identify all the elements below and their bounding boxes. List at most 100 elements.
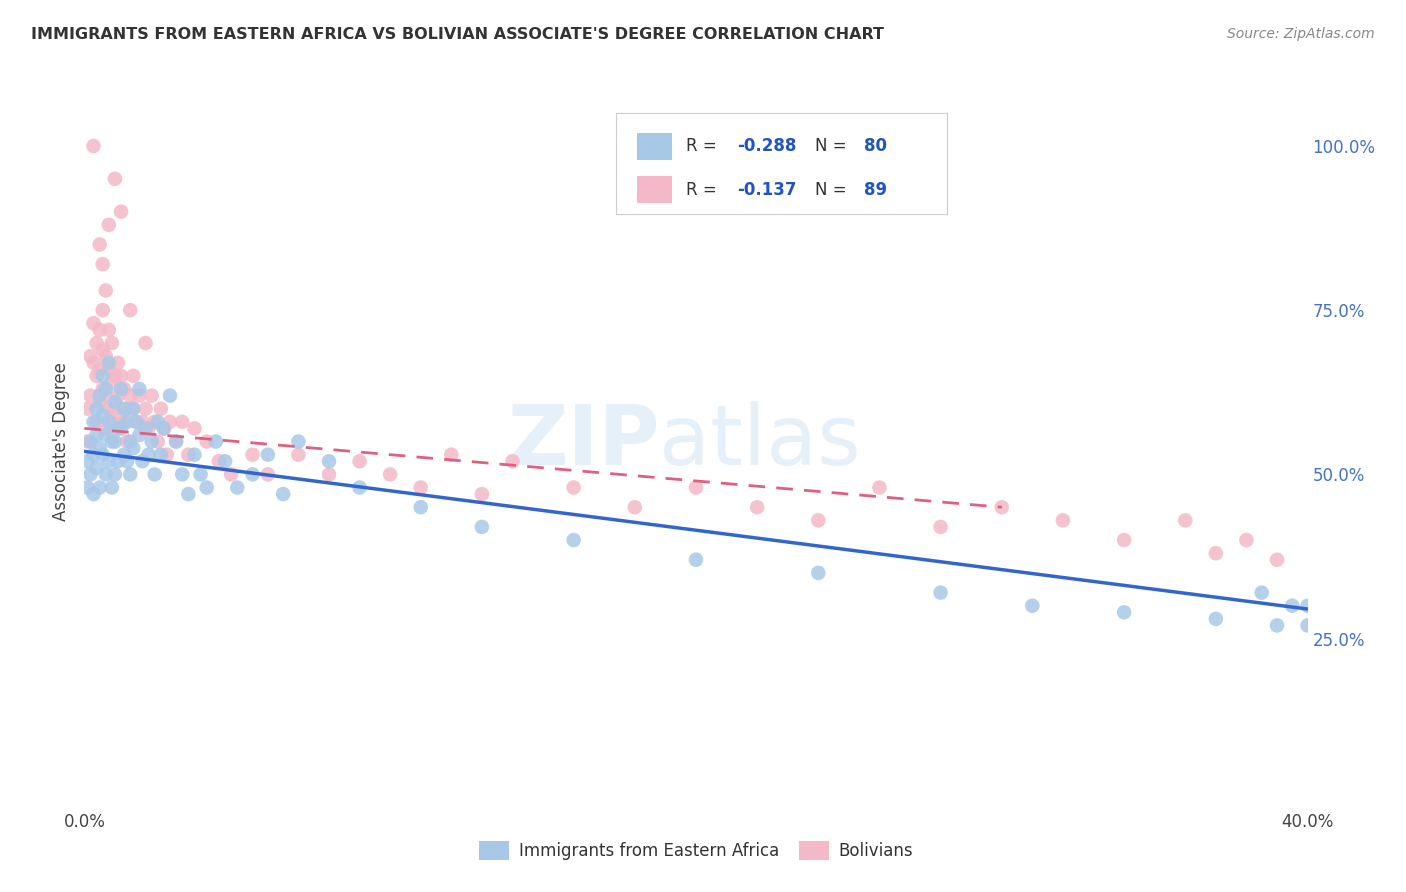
Point [91, 303, 114, 318]
Point [1250, 585, 1272, 599]
Point [112, 448, 135, 462]
Point [120, 434, 142, 449]
Point [128, 382, 150, 396]
Point [83, 356, 105, 370]
Point [146, 434, 169, 449]
Y-axis label: Associate's Degree: Associate's Degree [52, 362, 70, 521]
Point [112, 401, 135, 416]
Point [153, 421, 176, 435]
Point [380, 467, 402, 482]
Point [135, 401, 157, 416]
Point [177, 487, 200, 501]
FancyBboxPatch shape [637, 176, 672, 203]
Text: atlas: atlas [659, 401, 860, 482]
Point [107, 388, 129, 402]
Point [205, 434, 228, 449]
Point [1205, 546, 1227, 560]
Point [76, 481, 98, 495]
Text: -0.288: -0.288 [738, 137, 797, 155]
Point [149, 448, 172, 462]
Point [190, 467, 212, 482]
Point [128, 388, 150, 402]
Text: IMMIGRANTS FROM EASTERN AFRICA VS BOLIVIAN ASSOCIATE'S DEGREE CORRELATION CHART: IMMIGRANTS FROM EASTERN AFRICA VS BOLIVI… [31, 27, 884, 42]
Point [94, 467, 117, 482]
Point [86, 336, 108, 351]
Point [97, 401, 120, 416]
Point [226, 481, 249, 495]
Point [156, 448, 179, 462]
Point [91, 382, 114, 396]
Point [83, 139, 105, 153]
Point [125, 415, 148, 429]
Point [165, 434, 187, 449]
Text: R =: R = [686, 181, 723, 199]
Point [159, 388, 181, 402]
Point [97, 323, 120, 337]
Point [159, 415, 181, 429]
Point [471, 520, 494, 534]
Point [89, 441, 111, 455]
Point [115, 434, 138, 449]
Point [94, 349, 117, 363]
Point [86, 368, 108, 383]
Point [107, 421, 129, 435]
Point [807, 513, 830, 527]
Point [271, 487, 294, 501]
Point [1174, 513, 1197, 527]
Point [120, 303, 142, 318]
Point [122, 401, 145, 416]
Point [101, 434, 124, 449]
Point [219, 467, 242, 482]
Point [141, 434, 163, 449]
Point [101, 336, 124, 351]
Point [104, 395, 127, 409]
Point [83, 487, 105, 501]
Point [562, 481, 585, 495]
Point [128, 428, 150, 442]
Point [94, 428, 117, 442]
Point [214, 454, 236, 468]
Point [1296, 599, 1319, 613]
Point [135, 336, 157, 351]
Point [91, 409, 114, 423]
Point [110, 204, 132, 219]
Point [76, 434, 98, 449]
Point [208, 454, 231, 468]
Point [747, 500, 769, 515]
Text: R =: R = [686, 137, 723, 155]
Point [125, 415, 148, 429]
Point [1114, 533, 1136, 547]
Point [94, 421, 117, 435]
Point [112, 382, 135, 396]
Point [104, 401, 127, 416]
Point [409, 500, 432, 515]
Point [86, 428, 108, 442]
Point [138, 448, 160, 462]
Point [91, 368, 114, 383]
Text: N =: N = [814, 137, 852, 155]
Point [1265, 553, 1288, 567]
Point [318, 454, 340, 468]
Point [143, 415, 166, 429]
Point [165, 434, 187, 449]
Point [112, 415, 135, 429]
Point [502, 454, 524, 468]
Point [101, 415, 124, 429]
Legend: Immigrants from Eastern Africa, Bolivians: Immigrants from Eastern Africa, Bolivian… [472, 835, 920, 867]
Point [83, 448, 105, 462]
Text: ZIP: ZIP [506, 401, 659, 482]
Point [97, 356, 120, 370]
Point [104, 467, 127, 482]
Point [149, 401, 172, 416]
Point [138, 421, 160, 435]
Point [122, 441, 145, 455]
Point [89, 237, 111, 252]
Point [153, 421, 176, 435]
Point [89, 323, 111, 337]
Point [131, 454, 153, 468]
Point [122, 368, 145, 383]
Point [183, 421, 205, 435]
Point [349, 481, 371, 495]
Point [120, 388, 142, 402]
Point [1265, 618, 1288, 632]
